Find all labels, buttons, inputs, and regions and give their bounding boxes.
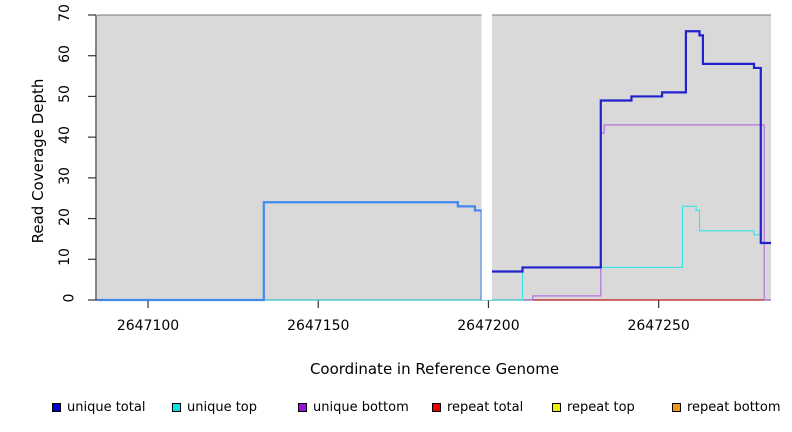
legend-item-label: unique top [187,399,258,415]
legend-item[interactable]: repeat top [552,398,635,416]
x-tick-label: 2647100 [116,318,180,334]
series-unique-top [97,205,771,301]
coverage-gap-region [481,14,492,300]
legend-item-label: repeat top [567,399,635,415]
legend-swatch-icon [298,402,307,412]
legend-swatch-icon [52,402,61,412]
legend-swatch-icon [432,402,441,412]
legend-item-label: repeat bottom [687,399,781,415]
plot-background-left [97,15,482,300]
x-axis-title: Coordinate in Reference Genome [309,360,560,378]
x-tick-label: 2647250 [627,318,690,334]
chart-legend: unique total unique top unique bottom repea… [0,398,792,420]
legend-item-label: unique bottom [313,399,409,415]
legend-swatch-icon [172,402,181,412]
x-tick-label: 2647200 [457,318,520,334]
legend-item-label: unique total [67,399,146,415]
legend-item[interactable]: unique top [172,398,257,416]
legend-item[interactable]: repeat bottom [672,398,781,416]
legend-item[interactable]: repeat total [432,398,523,416]
x-tick-label: 2647150 [287,318,350,334]
legend-swatch-icon [672,402,681,412]
legend-item[interactable]: unique bottom [298,398,409,416]
legend-item-label: repeat total [447,399,524,415]
legend-item[interactable]: unique total [52,398,145,416]
legend-swatch-icon [552,402,561,412]
plot-background-right [491,15,771,300]
